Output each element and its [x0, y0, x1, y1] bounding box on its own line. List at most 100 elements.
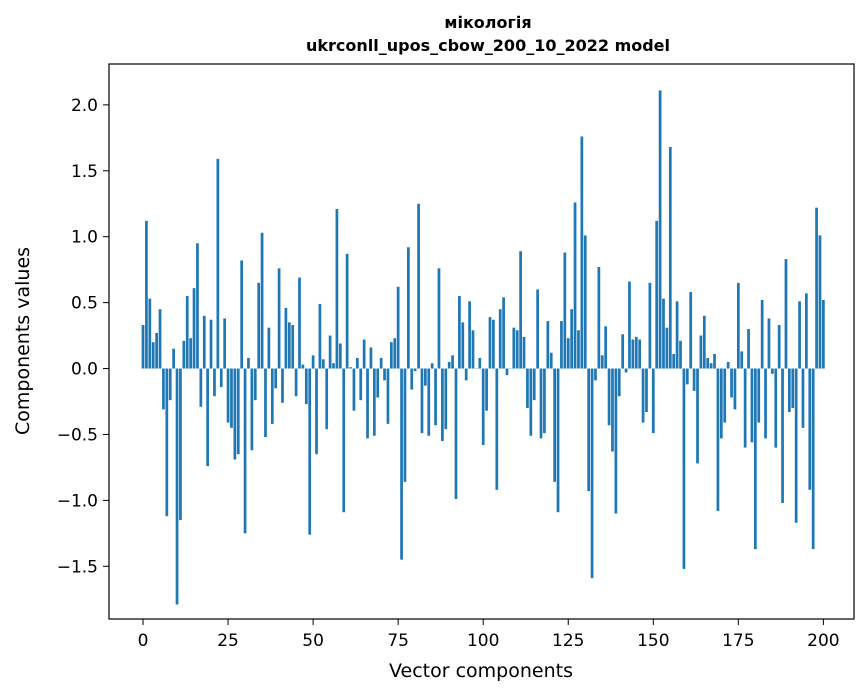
bar-138 [611, 368, 614, 452]
bar-94 [461, 322, 465, 369]
bar-14 [189, 338, 192, 369]
bar-38 [270, 368, 274, 424]
y-tick-label-7: 2.0 [71, 96, 98, 116]
bar-142 [624, 368, 628, 373]
bar-88 [441, 368, 444, 442]
bar-182 [760, 299, 764, 369]
bar-104 [495, 368, 499, 490]
bar-146 [638, 339, 642, 369]
bar-176 [740, 351, 744, 369]
bar-198 [815, 207, 818, 369]
bar-134 [597, 267, 601, 369]
bar-20 [209, 319, 213, 369]
bar-102 [488, 317, 492, 369]
bar-84 [427, 368, 431, 436]
bar-78 [407, 247, 410, 369]
bar-65 [362, 339, 366, 369]
bar-178 [747, 328, 750, 369]
bar-59 [342, 368, 346, 513]
y-tick-label-3: 0.0 [71, 360, 98, 380]
bar-45 [294, 368, 298, 397]
bar-96 [468, 301, 471, 369]
bar-183 [764, 368, 767, 439]
bar-112 [522, 336, 526, 369]
bar-82 [420, 368, 424, 434]
bar-85 [430, 363, 434, 369]
bar-128 [577, 330, 580, 369]
chart-title: мікологія [444, 13, 531, 32]
bar-34 [257, 282, 261, 369]
bar-55 [328, 335, 332, 369]
bar-2 [148, 298, 152, 369]
bar-152 [658, 90, 662, 369]
bar-91 [451, 355, 454, 369]
plot-frame [108, 63, 855, 620]
bar-162 [692, 368, 696, 391]
bar-15 [192, 288, 196, 369]
bar-154 [665, 327, 669, 369]
bar-19 [206, 368, 210, 467]
bar-137 [607, 368, 611, 426]
bar-129 [580, 136, 584, 369]
y-tick-label-0: −1.5 [57, 557, 98, 577]
bar-17 [199, 368, 203, 407]
bar-56 [332, 363, 335, 369]
bar-130 [583, 235, 587, 369]
bar-157 [675, 301, 679, 369]
bar-68 [372, 368, 376, 436]
bar-195 [805, 293, 808, 369]
bar-63 [355, 357, 359, 369]
bar-181 [757, 368, 761, 423]
bar-27 [233, 368, 237, 460]
bar-158 [679, 340, 682, 369]
bar-177 [743, 368, 747, 448]
bar-110 [515, 330, 519, 369]
chart-subtitle: ukrconll_upos_cbow_200_10_2022 model [306, 36, 670, 55]
y-tick-label-5: 1.0 [71, 228, 98, 248]
bar-107 [505, 368, 509, 376]
bar-159 [682, 368, 686, 569]
bar-109 [512, 327, 516, 369]
bar-40 [277, 268, 281, 369]
bar-120 [549, 352, 553, 369]
bar-196 [808, 368, 812, 490]
bar-80 [413, 368, 417, 372]
bar-190 [788, 368, 791, 413]
bar-135 [600, 355, 604, 369]
bar-81 [417, 203, 420, 369]
y-axis-label: Components values [12, 247, 34, 435]
bar-83 [424, 368, 427, 386]
bar-44 [291, 325, 295, 369]
bar-8 [168, 368, 172, 401]
bar-73 [389, 342, 393, 369]
bars-group [141, 90, 825, 605]
bar-89 [444, 368, 448, 430]
bar-164 [699, 335, 703, 369]
bar-149 [648, 282, 652, 369]
bar-141 [621, 334, 625, 369]
bar-118 [543, 368, 546, 434]
bar-114 [529, 368, 533, 436]
bar-13 [185, 296, 189, 369]
bar-77 [403, 368, 407, 482]
bar-160 [685, 368, 689, 385]
bar-119 [546, 321, 550, 369]
bar-101 [485, 368, 488, 411]
bar-187 [777, 325, 781, 369]
bar-155 [668, 147, 672, 369]
bar-95 [464, 368, 468, 381]
y-axis-ticks: −1.5 −1.0 −0.5 0.0 0.5 1.0 1.5 2.0 [57, 96, 109, 577]
bar-58 [338, 343, 342, 369]
bar-93 [458, 296, 461, 369]
bar-200 [822, 299, 825, 369]
bar-161 [689, 292, 693, 369]
bar-185 [771, 368, 774, 374]
bar-136 [604, 326, 608, 369]
bar-6 [162, 368, 165, 410]
bar-92 [454, 368, 458, 500]
x-axis-label: Vector components [389, 660, 573, 682]
bar-31 [247, 357, 250, 369]
bar-170 [719, 368, 723, 439]
bar-57 [335, 209, 339, 369]
bar-74 [393, 338, 397, 369]
